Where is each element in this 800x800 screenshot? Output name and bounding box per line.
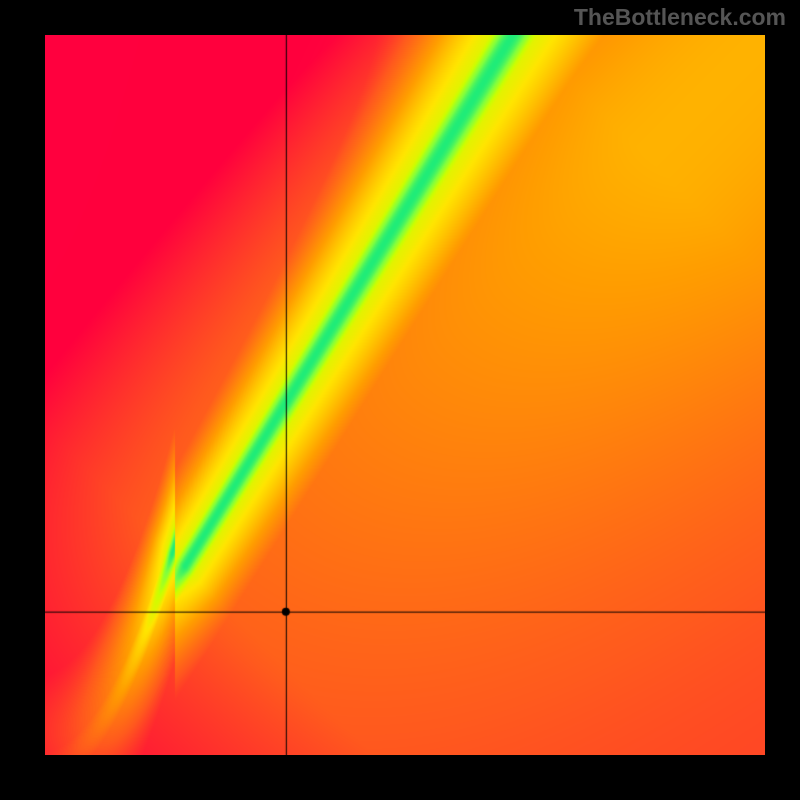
heatmap-plot	[45, 35, 765, 755]
heatmap-canvas	[45, 35, 765, 755]
watermark-text: TheBottleneck.com	[574, 4, 786, 31]
